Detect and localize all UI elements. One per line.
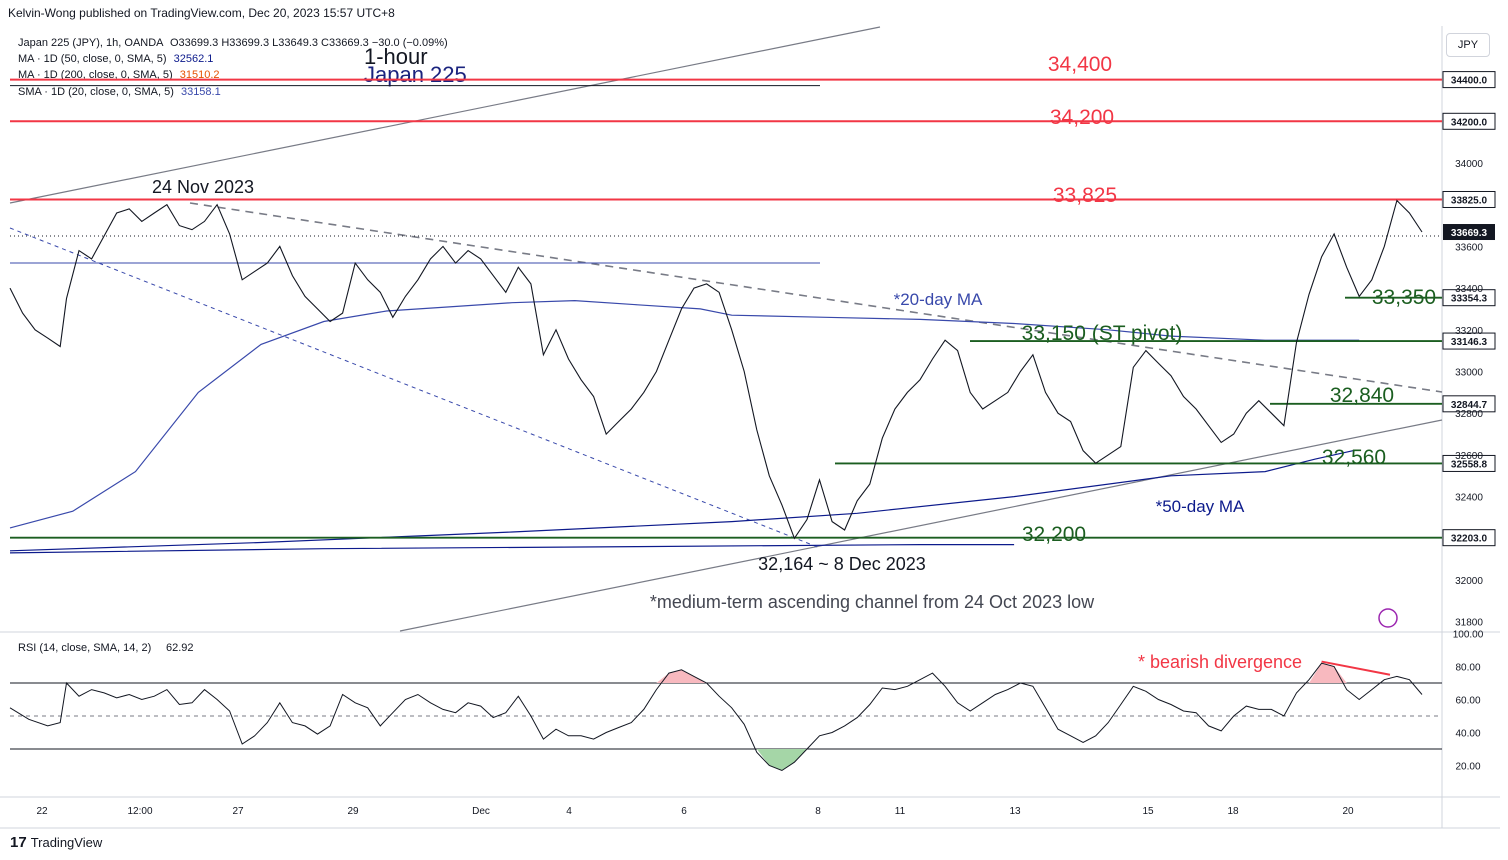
- ohlc-values: O33699.3 H33699.3 L33649.3 C33669.3 −30.…: [169, 37, 448, 49]
- rsi-tick-4: 100.00: [1453, 630, 1484, 641]
- price-tick-11: 34000: [1455, 159, 1483, 170]
- time-tick-8: 11: [895, 806, 906, 817]
- tradingview-logo-icon: 17: [10, 834, 27, 851]
- level-tag-7: 32203.0: [1451, 534, 1488, 545]
- time-tick-6: 6: [681, 806, 687, 817]
- level-tag-4: 33146.3: [1451, 337, 1488, 348]
- annotation-nov24: 24 Nov 2023: [152, 177, 254, 197]
- time-tick-12: 20: [1342, 806, 1354, 817]
- publisher-line: Kelvin-Wong published on TradingView.com…: [8, 6, 395, 20]
- upper-channel-line: [9, 26, 881, 204]
- level-label-3: 33,350: [1372, 286, 1436, 309]
- ma200-label: MA · 1D (200, close, 0, SMA, 5): [18, 69, 173, 81]
- rsi-tick-2: 60.00: [1455, 696, 1480, 707]
- chart-title-timeframe: 1-hour: [364, 44, 428, 69]
- level-tag-box-6: [1442, 454, 1496, 472]
- ma200-line: [9, 544, 1015, 554]
- currency-button[interactable]: JPY: [1446, 33, 1490, 57]
- time-tick-11: 18: [1227, 806, 1239, 817]
- tradingview-logo[interactable]: 17 TradingView: [10, 834, 102, 851]
- level-tag-box-7: [1442, 529, 1496, 547]
- price-tick-5: 32800: [1455, 409, 1483, 420]
- level-tag-3: 33354.3: [1451, 294, 1488, 305]
- annotation-ma50: *50-day MA: [1156, 497, 1245, 516]
- tradingview-brand: TradingView: [30, 835, 103, 850]
- level-tag-box-5: [1442, 395, 1496, 413]
- rsi-value: 62.92: [166, 642, 194, 654]
- annotation-ma20: *20-day MA: [894, 290, 983, 309]
- sma20-legend[interactable]: SMA · 1D (20, close, 0, SMA, 5) 33158.1: [18, 86, 221, 98]
- divergence-line: [1321, 660, 1391, 676]
- ma50-line: [9, 450, 1354, 552]
- sma20-value: 33158.1: [180, 86, 221, 98]
- price-tick-9: 33600: [1455, 242, 1483, 253]
- price-tick-1: 32000: [1455, 576, 1483, 587]
- level-tag-5: 32844.7: [1451, 400, 1488, 411]
- lower-channel-line: [399, 419, 1443, 632]
- price-tick-8: 33400: [1455, 284, 1483, 295]
- annotation-dec8: 32,164 ~ 8 Dec 2023: [758, 554, 926, 574]
- ma200-value: 31510.2: [179, 69, 220, 81]
- ma20-line: [9, 299, 1360, 529]
- time-tick-10: 15: [1142, 806, 1154, 817]
- level-tag-6: 32558.8: [1451, 459, 1488, 470]
- price-tick-3: 32400: [1455, 493, 1483, 504]
- level-tag-1: 34200.0: [1451, 117, 1488, 128]
- last-price-tag: 33669.3: [1451, 228, 1488, 239]
- annotation-divergence: * bearish divergence: [1138, 652, 1302, 672]
- ma50-value: 32562.1: [173, 53, 214, 65]
- level-label-7: 32,200: [1022, 523, 1086, 546]
- time-tick-3: 29: [347, 806, 359, 817]
- time-tick-1: 12:00: [127, 806, 152, 817]
- rsi-legend: RSI (14, close, SMA, 14, 2): [18, 642, 151, 654]
- rsi-overbought-fill-2: [1309, 663, 1347, 683]
- ma50-label: MA · 1D (50, close, 0, SMA, 5): [18, 53, 167, 65]
- ma50-legend[interactable]: MA · 1D (50, close, 0, SMA, 5) 32562.1: [18, 53, 213, 65]
- level-label-2: 33,825: [1053, 184, 1117, 207]
- level-tag-box-1: [1442, 112, 1496, 130]
- last-price-tag-box: [1443, 224, 1495, 241]
- level-label-6: 32,560: [1322, 446, 1386, 469]
- level-label-4: 33,150 (ST pivot): [1022, 322, 1183, 345]
- level-tag-box-4: [1442, 332, 1496, 350]
- symbol-line: Japan 225 (JPY), 1h, OANDA: [18, 37, 163, 49]
- dashed-support-line: [9, 227, 821, 549]
- time-tick-4: Dec: [472, 806, 490, 817]
- flash-icon: [1378, 608, 1398, 628]
- time-tick-2: 27: [232, 806, 244, 817]
- time-tick-7: 8: [815, 806, 821, 817]
- price-tick-4: 32600: [1455, 451, 1483, 462]
- rsi-overbought-fill-1: [656, 669, 707, 683]
- level-tag-2: 33825.0: [1451, 195, 1488, 206]
- rsi-tick-0: 20.00: [1455, 762, 1480, 773]
- price-tick-0: 31800: [1455, 618, 1483, 629]
- annotation-channel: *medium-term ascending channel from 24 O…: [650, 592, 1095, 612]
- level-tag-0: 34400.0: [1451, 76, 1488, 87]
- level-label-0: 34,400: [1048, 53, 1112, 76]
- rsi-tick-3: 80.00: [1455, 663, 1480, 674]
- rsi-tick-1: 40.00: [1455, 729, 1480, 740]
- time-tick-5: 4: [566, 806, 572, 817]
- level-label-1: 34,200: [1050, 106, 1114, 129]
- level-tag-box-0: [1442, 71, 1496, 89]
- level-tag-box-2: [1442, 190, 1496, 208]
- time-tick-9: 13: [1009, 806, 1021, 817]
- price-tick-6: 33000: [1455, 368, 1483, 379]
- descending-trendline: [189, 202, 1443, 393]
- level-tag-box-3: [1442, 289, 1496, 307]
- price-line: [9, 199, 1423, 540]
- price-tick-7: 33200: [1455, 326, 1483, 337]
- sma20-label: SMA · 1D (20, close, 0, SMA, 5): [18, 86, 174, 98]
- level-label-5: 32,840: [1330, 384, 1394, 407]
- symbol-legend[interactable]: Japan 225 (JPY), 1h, OANDA O33699.3 H336…: [18, 37, 448, 49]
- ma200-legend[interactable]: MA · 1D (200, close, 0, SMA, 5) 31510.2: [18, 69, 220, 81]
- time-tick-0: 22: [36, 806, 48, 817]
- rsi-line: [9, 662, 1423, 772]
